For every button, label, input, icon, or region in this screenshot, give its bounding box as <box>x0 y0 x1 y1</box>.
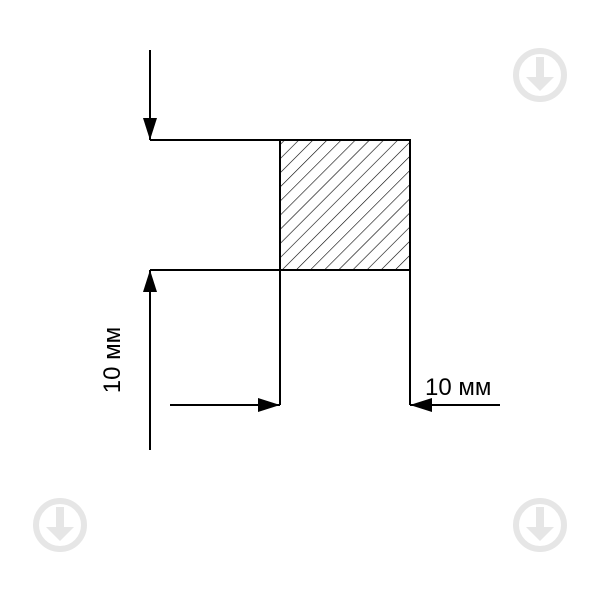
dimension-width-label: 10 мм <box>425 374 491 401</box>
cross-section-square <box>280 140 410 270</box>
technical-drawing: 10 мм 10 мм <box>0 0 600 600</box>
dimension-height-label: 10 мм <box>99 327 126 393</box>
